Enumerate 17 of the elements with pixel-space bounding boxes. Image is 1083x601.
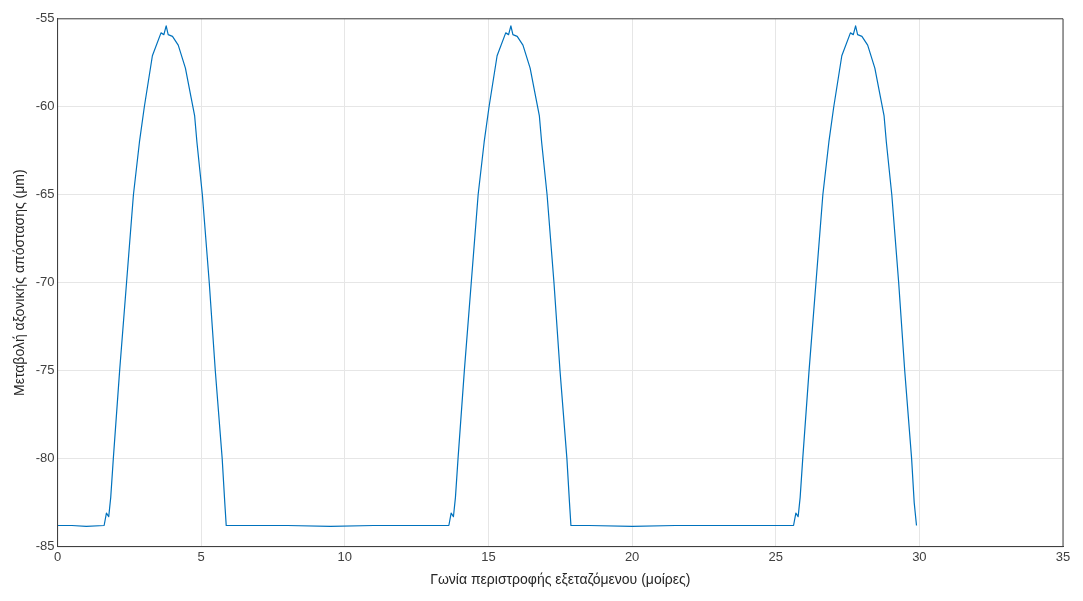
y-tick-label: -85 (35, 538, 55, 554)
x-tick-label: 35 (1055, 548, 1071, 564)
y-tick-label: -60 (35, 98, 55, 114)
y-tick-label: -80 (35, 450, 55, 466)
x-tick-label: 25 (768, 548, 783, 564)
y-tick-label: -65 (35, 186, 55, 202)
x-tick-label: 20 (624, 548, 640, 564)
x-tick-label: 5 (197, 548, 205, 564)
x-axis-title: Γωνία περιστροφής εξεταζόμενου (μοίρες) (430, 571, 691, 588)
x-tick-label: 10 (337, 548, 353, 564)
y-tick-label: -70 (35, 274, 55, 290)
x-tick-label: 30 (912, 548, 927, 564)
x-tick-label: 0 (53, 548, 62, 564)
y-tick-label: -75 (35, 362, 55, 378)
x-tick-label: 15 (481, 548, 496, 564)
y-axis-title: Μεταβολή αξονικής απόστασης (μm) (11, 169, 28, 396)
y-tick-label: -55 (35, 10, 55, 26)
